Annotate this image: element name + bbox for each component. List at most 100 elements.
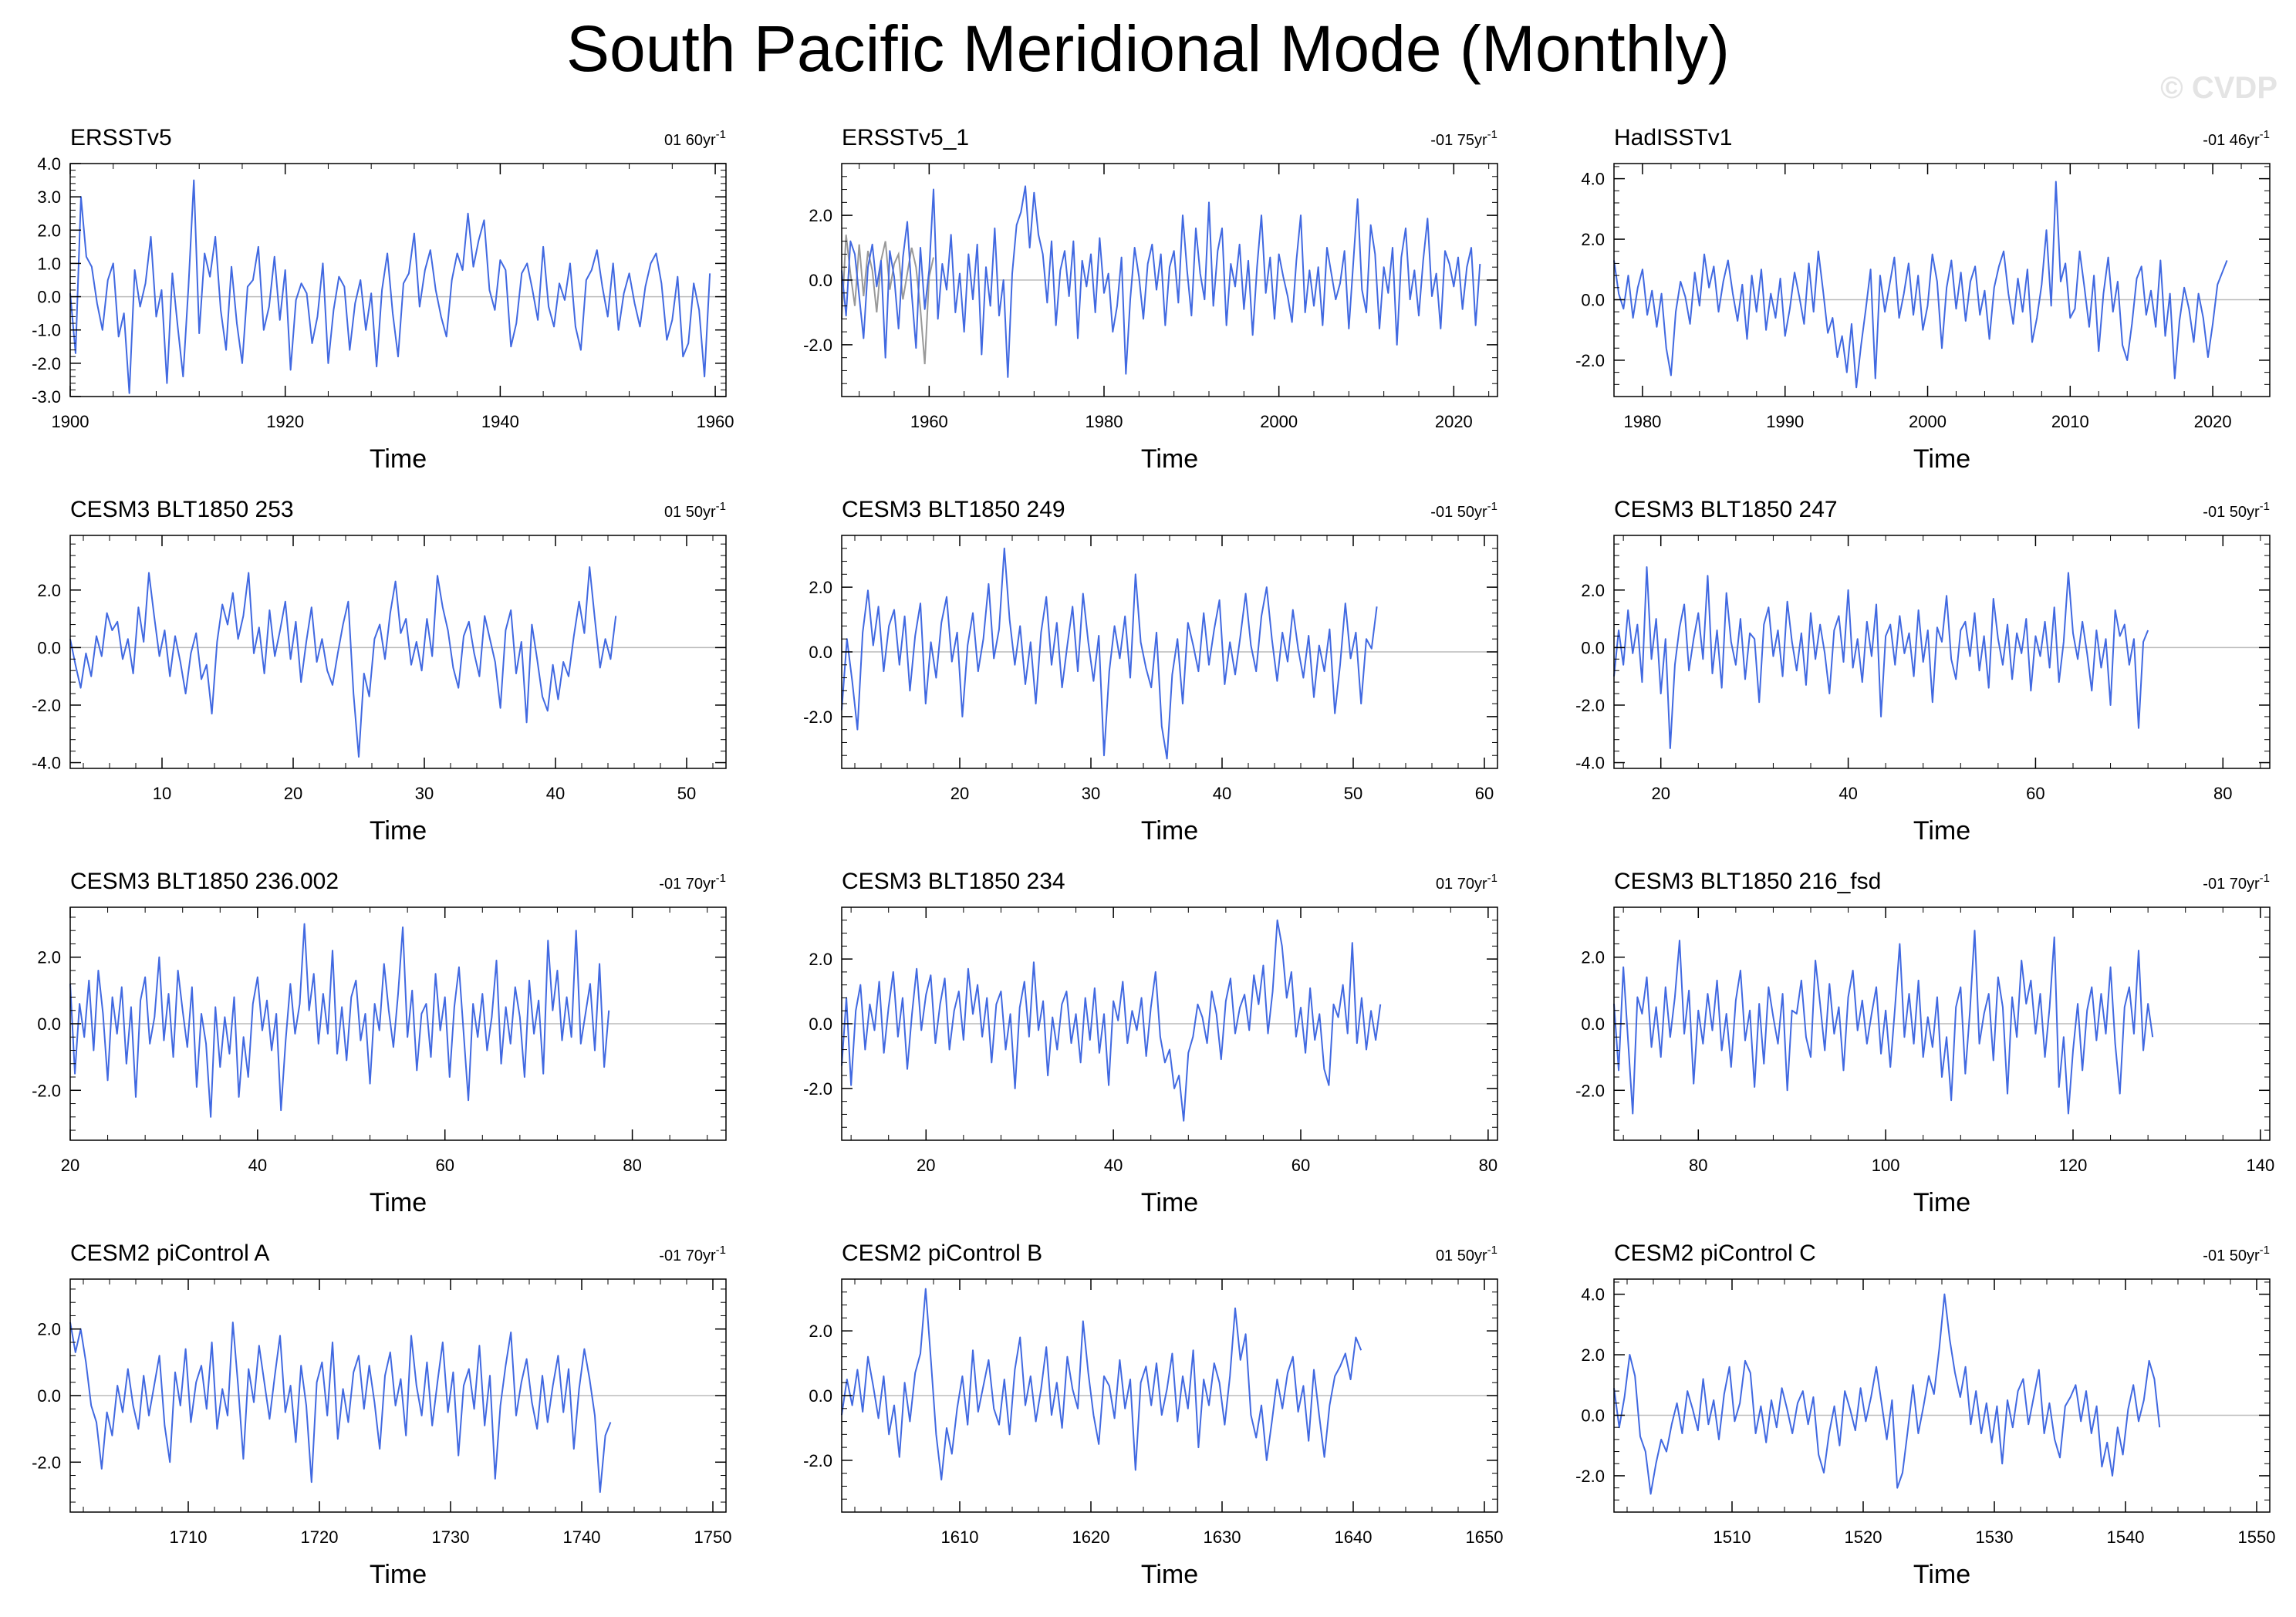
x-axis-label: Time xyxy=(1141,444,1198,474)
plot-frame xyxy=(1613,163,2271,397)
y-tick-label: 0.0 xyxy=(1581,290,1605,309)
x-tick-label: 100 xyxy=(1872,1156,1900,1175)
x-tick-label: 80 xyxy=(1689,1156,1707,1175)
panel-2: HadISSTv1 -01 46yr-1 -2.0 0.0 2.0 4.0 1980 1990… xyxy=(1575,125,2271,474)
x-tick-label: 1630 xyxy=(1204,1528,1241,1547)
y-tick-label: 4.0 xyxy=(1581,170,1605,189)
y-tick-label: -4.0 xyxy=(1575,754,1605,773)
x-tick-label: 1520 xyxy=(1845,1528,1882,1547)
y-tick-label: 3.0 xyxy=(37,187,61,207)
series-line xyxy=(1613,1293,2161,1495)
x-tick-label: 20 xyxy=(1651,784,1670,803)
x-tick-label: 80 xyxy=(2213,784,2232,803)
y-tick-label: 2.0 xyxy=(809,206,832,225)
x-tick-label: 60 xyxy=(435,1156,454,1175)
x-tick-label: 40 xyxy=(1213,784,1231,803)
x-tick-label: 1540 xyxy=(2107,1528,2145,1547)
y-tick-label: 2.0 xyxy=(37,221,61,240)
y-tick-label: 2.0 xyxy=(1581,581,1605,600)
x-tick-label: 1510 xyxy=(1714,1528,1751,1547)
series-line xyxy=(1613,566,2149,749)
y-tick-label: 0.0 xyxy=(37,288,61,307)
x-tick-label: 1640 xyxy=(1335,1528,1373,1547)
x-tick-label: 40 xyxy=(248,1156,267,1175)
x-axis-label: Time xyxy=(1913,444,1970,474)
trend-label: -01 70yr-1 xyxy=(659,1244,726,1264)
x-tick-label: 40 xyxy=(1838,784,1857,803)
y-tick-label: 0.0 xyxy=(809,643,832,662)
x-tick-label: 1740 xyxy=(563,1528,601,1547)
x-tick-label: 1650 xyxy=(1466,1528,1504,1547)
x-tick-label: 1990 xyxy=(1766,412,1804,431)
x-axis-label: Time xyxy=(370,1188,427,1217)
panel-title: CESM3 BLT1850 249 xyxy=(842,497,1065,522)
y-tick-label: -2.0 xyxy=(1575,1081,1605,1100)
x-tick-label: 1960 xyxy=(697,412,734,431)
x-tick-label: 1610 xyxy=(941,1528,979,1547)
y-tick-label: -2.0 xyxy=(1575,1467,1605,1486)
x-tick-label: 10 xyxy=(153,784,171,803)
x-tick-label: 1750 xyxy=(694,1528,732,1547)
x-axis-label: Time xyxy=(1141,1188,1198,1217)
y-tick-label: -4.0 xyxy=(32,754,61,773)
x-tick-label: 1710 xyxy=(170,1528,208,1547)
y-tick-label: -3.0 xyxy=(32,387,61,407)
panel-10: CESM2 piControl B 01 50yr-1 -2.0 0.0 2.0 1610… xyxy=(803,1241,1503,1589)
panel-0: ERSSTv5 01 60yr-1 -3.0 -2.0 -1.0 0.0 1.0 2.0 3.0… xyxy=(32,125,734,474)
x-tick-label: 30 xyxy=(415,784,434,803)
x-tick-label: 40 xyxy=(1104,1156,1123,1175)
y-tick-label: -2.0 xyxy=(803,1079,832,1099)
panel-title: CESM3 BLT1850 234 xyxy=(842,869,1065,894)
panel-8: CESM3 BLT1850 216_fsd -01 70yr-1 -2.0 0.0 2.… xyxy=(1575,869,2274,1217)
trend-label: 01 70yr-1 xyxy=(1436,872,1497,893)
x-tick-label: 60 xyxy=(1475,784,1494,803)
panel-3: CESM3 BLT1850 253 01 50yr-1 -4.0 -2.0 0.0 2.0… xyxy=(32,497,727,846)
plot-frame xyxy=(1613,535,2271,769)
x-tick-label: 1530 xyxy=(1976,1528,2014,1547)
y-tick-label: 0.0 xyxy=(1581,638,1605,657)
x-axis-label: Time xyxy=(1141,816,1198,846)
y-tick-label: 2.0 xyxy=(809,578,832,597)
panel-title: CESM3 BLT1850 236.002 xyxy=(70,869,339,894)
y-tick-label: 2.0 xyxy=(1581,1345,1605,1365)
panel-title: ERSSTv5 xyxy=(70,125,172,150)
y-tick-label: 0.0 xyxy=(809,1386,832,1406)
x-tick-label: 2000 xyxy=(1909,412,1947,431)
x-tick-label: 1730 xyxy=(432,1528,470,1547)
panel-title: HadISSTv1 xyxy=(1614,125,1732,150)
y-tick-label: -2.0 xyxy=(803,1451,832,1470)
series-line xyxy=(841,1288,1362,1481)
x-tick-label: 140 xyxy=(2246,1156,2274,1175)
x-tick-label: 2020 xyxy=(1435,412,1473,431)
cvdp-watermark: © CVDP xyxy=(2160,71,2277,105)
x-axis-label: Time xyxy=(1913,816,1970,846)
panel-title: CESM3 BLT1850 253 xyxy=(70,497,294,522)
y-tick-label: -2.0 xyxy=(803,336,832,355)
panel-title: CESM2 piControl C xyxy=(1614,1241,1816,1266)
x-tick-label: 50 xyxy=(1344,784,1362,803)
x-tick-label: 1920 xyxy=(266,412,304,431)
y-tick-label: 2.0 xyxy=(809,1322,832,1341)
y-tick-label: 0.0 xyxy=(37,638,61,657)
y-tick-label: 0.0 xyxy=(1581,1014,1605,1034)
series-line xyxy=(69,566,617,758)
x-axis-label: Time xyxy=(1141,1560,1198,1589)
y-tick-label: 0.0 xyxy=(1581,1406,1605,1425)
panel-7: CESM3 BLT1850 234 01 70yr-1 -2.0 0.0 2.0 20 40… xyxy=(803,869,1498,1217)
panel-9: CESM2 piControl A -01 70yr-1 -2.0 0.0 2.0 171… xyxy=(32,1241,731,1589)
series-line xyxy=(69,923,610,1118)
x-tick-label: 1720 xyxy=(301,1528,339,1547)
y-tick-label: -2.0 xyxy=(32,354,61,373)
x-tick-label: 20 xyxy=(284,784,302,803)
x-tick-label: 1960 xyxy=(910,412,948,431)
y-tick-label: 4.0 xyxy=(37,154,61,174)
trend-label: -01 46yr-1 xyxy=(2203,128,2270,149)
y-tick-label: 2.0 xyxy=(1581,948,1605,967)
page-title: South Pacific Meridional Mode (Monthly) xyxy=(566,12,1730,85)
trend-label: -01 70yr-1 xyxy=(2203,872,2270,893)
x-tick-label: 80 xyxy=(623,1156,641,1175)
trend-label: 01 50yr-1 xyxy=(664,500,726,521)
series-line xyxy=(841,919,1382,1122)
x-tick-label: 50 xyxy=(677,784,696,803)
